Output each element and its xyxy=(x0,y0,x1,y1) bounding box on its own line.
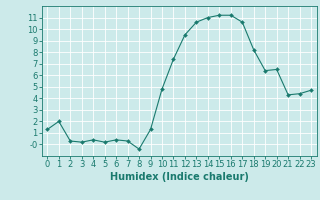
X-axis label: Humidex (Indice chaleur): Humidex (Indice chaleur) xyxy=(110,172,249,182)
